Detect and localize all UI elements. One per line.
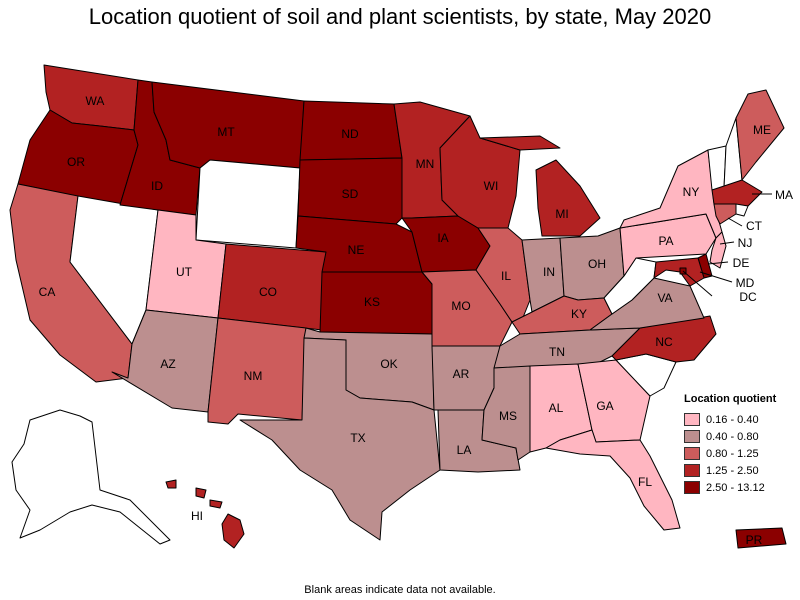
legend-item: 0.80 - 1.25	[684, 445, 796, 462]
state-label-hi: HI	[191, 509, 203, 523]
state-label-dc: DC	[739, 290, 757, 304]
footnote: Blank areas indicate data not available.	[304, 584, 496, 596]
state-sd[interactable]	[297, 157, 403, 225]
state-nc[interactable]	[611, 315, 717, 363]
state-label-ga: GA	[596, 399, 613, 413]
state-label-ca: CA	[39, 285, 56, 299]
state-label-mn: MN	[416, 157, 435, 171]
legend-item: 0.16 - 0.40	[684, 411, 796, 428]
state-label-ut: UT	[176, 265, 193, 279]
legend-item: 2.50 - 13.12	[684, 479, 796, 496]
state-label-nj: NJ	[738, 236, 753, 250]
state-label-pa: PA	[658, 234, 673, 248]
state-label-il: IL	[501, 269, 511, 283]
state-label-al: AL	[549, 401, 564, 415]
state-label-md: MD	[736, 276, 755, 290]
legend-swatch	[684, 481, 700, 494]
map-title: Location quotient of soil and plant scie…	[88, 4, 712, 29]
state-label-in: IN	[543, 265, 555, 279]
state-label-ma: MA	[775, 188, 793, 202]
state-label-de: DE	[733, 256, 750, 270]
legend-label: 0.16 - 0.40	[706, 413, 759, 426]
state-label-tx: TX	[350, 431, 365, 445]
legend-label: 1.25 - 2.50	[706, 464, 759, 477]
legend-swatch	[684, 464, 700, 477]
state-label-sd: SD	[342, 187, 359, 201]
state-ak[interactable]	[11, 409, 171, 545]
legend-swatch	[684, 447, 700, 460]
legend-label: 0.80 - 1.25	[706, 447, 759, 460]
state-label-ky: KY	[571, 307, 587, 321]
state-ct[interactable]	[713, 203, 737, 225]
state-label-wa: WA	[86, 94, 105, 108]
legend-title: Location quotient	[684, 393, 777, 405]
state-fl[interactable]	[545, 429, 681, 531]
state-label-mi: MI	[555, 207, 568, 221]
state-label-mo: MO	[451, 299, 470, 313]
state-label-la: LA	[457, 443, 472, 457]
state-label-pr: PR	[746, 533, 763, 547]
state-ri[interactable]	[735, 203, 749, 217]
state-mi[interactable]	[479, 135, 601, 237]
state-labels: WA OR CA ID MT UT AZ CO NM ND SD NE KS O…	[39, 94, 793, 547]
state-label-co: CO	[259, 285, 277, 299]
legend-label: 2.50 - 13.12	[706, 481, 765, 494]
state-label-id: ID	[151, 179, 163, 193]
state-label-oh: OH	[588, 257, 606, 271]
state-hi[interactable]	[165, 479, 245, 549]
state-ma[interactable]	[711, 179, 763, 207]
state-label-ks: KS	[364, 295, 380, 309]
state-label-ok: OK	[380, 357, 397, 371]
legend-item: 0.40 - 0.80	[684, 428, 796, 445]
legend-label: 0.40 - 0.80	[706, 430, 759, 443]
state-pr[interactable]	[735, 527, 787, 549]
legend: Location quotient 0.16 - 0.40 0.40 - 0.8…	[684, 393, 796, 496]
state-label-mt: MT	[217, 125, 235, 139]
state-label-va: VA	[657, 291, 672, 305]
state-label-tn: TN	[549, 345, 565, 359]
state-label-ar: AR	[453, 367, 470, 381]
state-tx[interactable]	[239, 337, 441, 541]
state-md[interactable]	[653, 257, 705, 287]
state-label-ct: CT	[746, 219, 763, 233]
state-label-ne: NE	[348, 243, 365, 257]
state-label-fl: FL	[638, 475, 652, 489]
legend-item: 1.25 - 2.50	[684, 462, 796, 479]
state-label-ny: NY	[683, 185, 700, 199]
state-label-or: OR	[67, 155, 85, 169]
legend-swatch	[684, 413, 700, 426]
state-nj[interactable]	[709, 231, 727, 269]
state-label-ia: IA	[437, 231, 448, 245]
state-label-wi: WI	[484, 179, 499, 193]
state-label-ms: MS	[499, 409, 517, 423]
state-label-nm: NM	[244, 369, 263, 383]
label-leaders	[682, 193, 772, 297]
state-wy[interactable]	[195, 159, 301, 249]
state-label-nc: NC	[655, 335, 673, 349]
state-label-me: ME	[753, 123, 771, 137]
legend-swatch	[684, 430, 700, 443]
state-label-az: AZ	[160, 357, 175, 371]
state-label-nd: ND	[341, 127, 359, 141]
